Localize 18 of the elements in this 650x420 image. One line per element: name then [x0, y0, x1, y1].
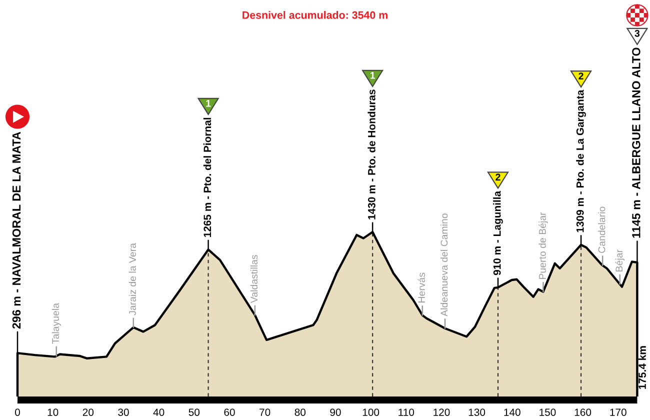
x-tick-label: 70: [260, 408, 270, 416]
x-tick-label: 80: [294, 408, 306, 416]
x-tick-label: 110: [398, 408, 414, 416]
x-tick-label: 0: [15, 408, 20, 416]
x-tick-label: 100: [362, 408, 380, 416]
x-tick-label: 150: [540, 408, 556, 416]
x-tick-label: 10: [48, 408, 58, 416]
x-tick-label: 90: [330, 408, 341, 416]
x-tick-label: 20: [82, 408, 94, 416]
x-tick-label: 170: [610, 408, 626, 416]
x-tick-label: 30: [118, 408, 129, 416]
x-tick-label: 40: [153, 408, 164, 416]
x-tick-label: 50: [188, 408, 200, 416]
x-tick-label: 160: [574, 408, 592, 416]
x-tick-label: 120: [434, 408, 450, 416]
x-tick-label: 60: [224, 408, 235, 416]
x-tick-label: 130: [468, 408, 486, 416]
x-tick-label: 140: [504, 408, 520, 416]
